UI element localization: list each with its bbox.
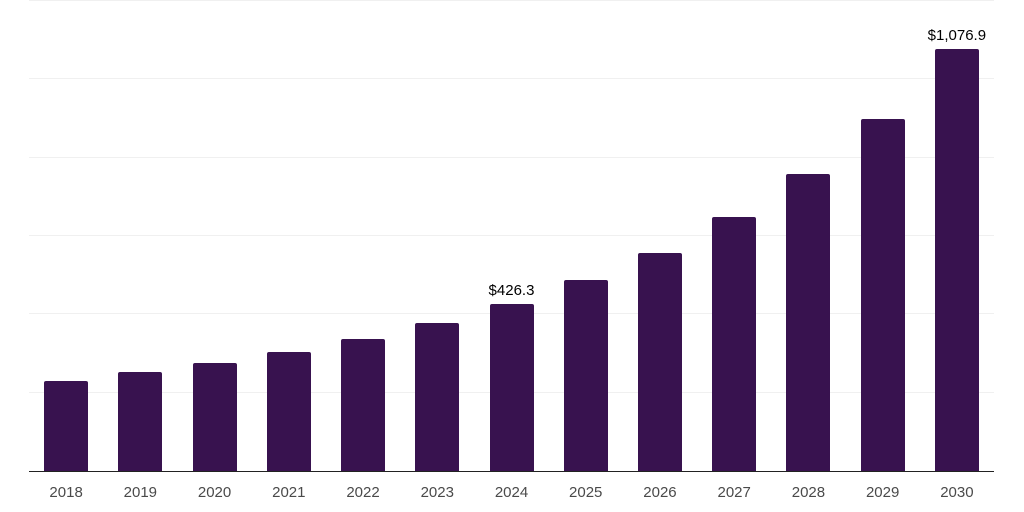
value-label-2024: $426.3 <box>488 282 535 300</box>
x-tick-label-2021: 2021 <box>272 484 306 501</box>
bar-2018 <box>44 381 89 471</box>
gridline <box>29 78 994 80</box>
bar-2019 <box>118 372 163 471</box>
x-tick-label-2026: 2026 <box>643 484 677 501</box>
bar-2021 <box>266 352 311 471</box>
bar-2028 <box>786 173 831 471</box>
x-tick-label-2019: 2019 <box>123 484 158 501</box>
bar-2027 <box>712 217 757 471</box>
x-tick-label-2028: 2028 <box>791 484 826 501</box>
bar-2023 <box>415 323 460 471</box>
x-tick-label-2030: 2030 <box>940 484 974 501</box>
plot-area: $426.3 $1,076.9 <box>29 0 994 472</box>
gridline <box>29 156 994 158</box>
bar-2025 <box>563 279 608 471</box>
bar-2024 <box>489 304 534 471</box>
bar-2030 <box>934 49 979 471</box>
x-tick-label-2024: 2024 <box>494 484 529 501</box>
x-tick-label-2025: 2025 <box>569 484 603 501</box>
x-tick-label-2022: 2022 <box>346 484 380 501</box>
bar-2029 <box>860 119 905 471</box>
gridline <box>29 235 994 236</box>
x-tick-label-2029: 2029 <box>865 484 900 501</box>
x-tick-label-2018: 2018 <box>49 484 83 501</box>
bar-2022 <box>341 339 386 471</box>
x-tick-label-2020: 2020 <box>197 484 232 501</box>
x-axis: 2018 2019 2020 2021 2022 2023 2024 2025 2026 2027… <box>29 484 994 504</box>
x-tick-label-2027: 2027 <box>717 484 751 501</box>
value-label-2030: $1,076.9 <box>927 27 987 45</box>
bar-2026 <box>637 252 682 471</box>
bar-2020 <box>192 362 237 471</box>
x-tick-label-2023: 2023 <box>420 484 454 501</box>
gridline <box>29 0 994 1</box>
